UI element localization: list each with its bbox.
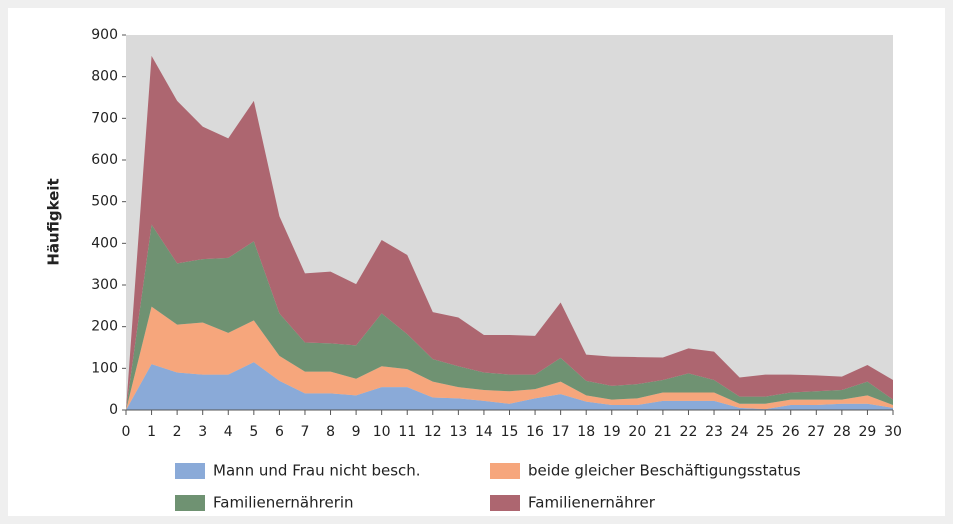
- y-tick-label: 400: [91, 235, 118, 251]
- legend-swatch: [175, 495, 205, 511]
- x-tick-label: 18: [577, 424, 595, 440]
- x-tick-label: 2: [173, 424, 182, 440]
- legend-swatch: [175, 463, 205, 479]
- x-tick-label: 22: [680, 424, 698, 440]
- x-tick-label: 17: [552, 424, 570, 440]
- y-axis-label: Häufigkeit: [45, 178, 63, 265]
- legend-swatch: [490, 495, 520, 511]
- x-tick-label: 25: [756, 424, 774, 440]
- y-tick-label: 500: [91, 194, 118, 210]
- y-tick-label: 700: [91, 110, 118, 126]
- x-tick-label: 29: [859, 424, 877, 440]
- x-tick-label: 7: [301, 424, 310, 440]
- y-tick-label: 600: [91, 152, 118, 168]
- area: [126, 224, 893, 410]
- x-tick-label: 21: [654, 424, 672, 440]
- area: [126, 362, 893, 410]
- x-tick-label: 19: [603, 424, 621, 440]
- y-tick-label: 0: [109, 402, 118, 418]
- x-tick-label: 30: [884, 424, 902, 440]
- x-tick-label: 10: [373, 424, 391, 440]
- y-tick-label: 200: [91, 319, 118, 335]
- x-tick-label: 1: [147, 424, 156, 440]
- x-tick-label: 12: [424, 424, 442, 440]
- x-tick-label: 5: [249, 424, 258, 440]
- x-tick-label: 14: [475, 424, 493, 440]
- x-tick-label: 11: [398, 424, 416, 440]
- y-tick-label: 100: [91, 360, 118, 376]
- x-tick-label: 23: [705, 424, 723, 440]
- legend-label: beide gleicher Beschäftigungsstatus: [528, 462, 801, 480]
- x-tick-label: 4: [224, 424, 233, 440]
- y-tick-label: 900: [91, 27, 118, 43]
- area: [126, 306, 893, 410]
- y-tick-label: 800: [91, 69, 118, 85]
- area: [126, 55, 893, 410]
- y-tick-label: 300: [91, 277, 118, 293]
- x-tick-label: 3: [198, 424, 207, 440]
- x-tick-label: 9: [352, 424, 361, 440]
- x-tick-label: 13: [449, 424, 467, 440]
- x-tick-label: 6: [275, 424, 284, 440]
- x-tick-label: 28: [833, 424, 851, 440]
- legend-label: Familienernährerin: [213, 494, 354, 512]
- x-tick-label: 8: [326, 424, 335, 440]
- x-tick-label: 27: [807, 424, 825, 440]
- x-tick-label: 0: [122, 424, 131, 440]
- legend-label: Mann und Frau nicht besch.: [213, 462, 421, 480]
- x-tick-label: 15: [501, 424, 519, 440]
- legend-label: Familienernährer: [528, 494, 656, 512]
- x-tick-label: 20: [628, 424, 646, 440]
- x-tick-label: 24: [731, 424, 749, 440]
- legend-swatch: [490, 463, 520, 479]
- x-tick-label: 16: [526, 424, 544, 440]
- x-tick-label: 26: [782, 424, 800, 440]
